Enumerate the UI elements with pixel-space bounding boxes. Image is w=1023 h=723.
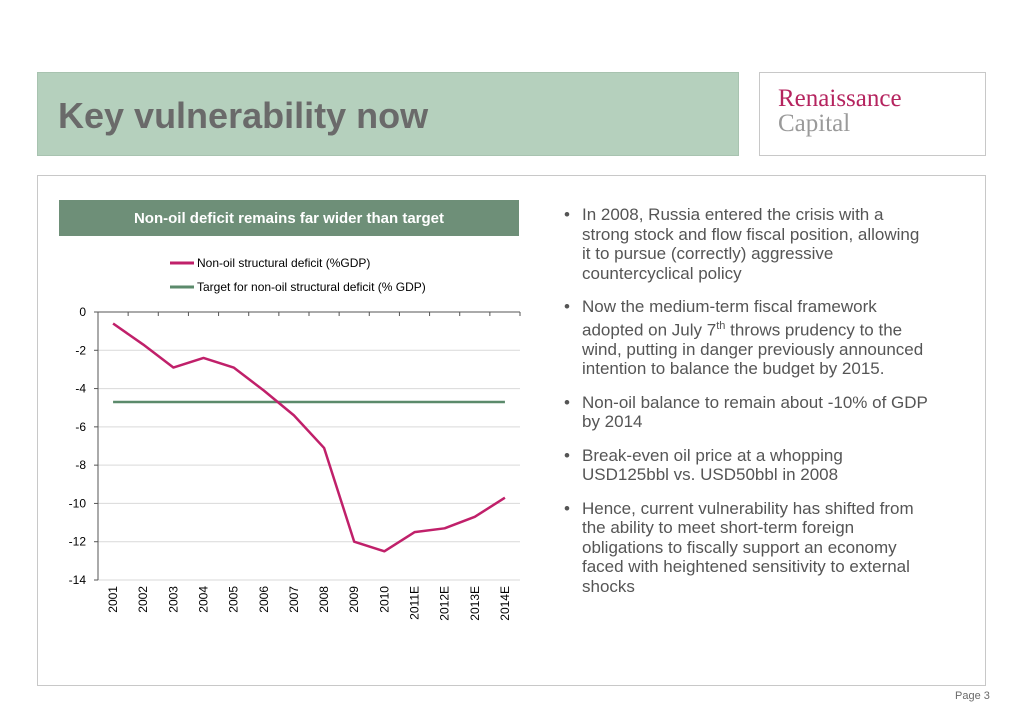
brand-logo: Renaissance Capital <box>759 72 986 156</box>
x-tick-label: 2005 <box>227 586 241 613</box>
x-tick-label: 2004 <box>197 586 211 613</box>
page-number: Page 3 <box>955 690 990 702</box>
y-tick-label: -6 <box>75 420 86 434</box>
y-tick-label: -4 <box>75 382 86 396</box>
bullet-item: • Hence, current vulnerability has shifte… <box>560 499 930 597</box>
logo-text-line2: Capital <box>778 110 851 137</box>
y-tick-label: -10 <box>69 496 87 510</box>
bullet-text: Break-even oil price at a whopping USD12… <box>582 445 843 485</box>
y-tick-label: -12 <box>69 535 87 549</box>
x-tick-label: 2011E <box>408 586 422 620</box>
x-tick-label: 2002 <box>136 586 150 613</box>
title-band: Key vulnerability now <box>37 72 739 156</box>
x-tick-label: 2001 <box>106 586 120 613</box>
bullet-item: • Break-even oil price at a whopping USD1… <box>560 446 930 485</box>
x-tick-label: 2010 <box>377 586 391 613</box>
y-tick-label: 0 <box>79 305 86 319</box>
bullet-item: • Now the medium-term fiscal framework ad… <box>560 297 930 379</box>
bullet-dot: • <box>564 392 570 412</box>
bullet-text: Hence, current vulnerability has shifted… <box>582 498 914 596</box>
x-tick-label: 2007 <box>287 586 301 613</box>
page-title: Key vulnerability now <box>58 95 429 136</box>
chart-title: Non-oil deficit remains far wider than t… <box>59 200 519 236</box>
x-tick-label: 2008 <box>317 586 331 613</box>
y-tick-label: -14 <box>69 573 87 587</box>
bullet-text: Non-oil balance to remain about -10% of … <box>582 392 928 432</box>
series-line-deficit <box>112 322 506 553</box>
x-tick-label: 2014E <box>498 586 512 621</box>
x-tick-label: 2013E <box>468 586 482 621</box>
bullet-dot: • <box>564 205 570 224</box>
x-tick-label: 2006 <box>257 586 271 613</box>
bullet-text: In 2008, Russia entered the crisis with … <box>582 205 920 283</box>
bullet-item: • In 2008, Russia entered the crisis with… <box>560 205 930 283</box>
bullet-list: • In 2008, Russia entered the crisis with… <box>560 205 930 610</box>
bullet-item: • Non-oil balance to remain about -10% of… <box>560 393 930 432</box>
y-tick-label: -8 <box>75 458 86 472</box>
logo-text-line1: Renaissance <box>778 85 902 112</box>
bullet-text: Now the medium-term fiscal framework ado… <box>582 297 877 340</box>
content-panel <box>37 175 986 686</box>
legend-label: Non-oil structural deficit (%GDP) <box>197 256 370 270</box>
bullet-dot: • <box>564 297 570 316</box>
bullet-text: throws prudency to the wind, putting in … <box>582 320 924 379</box>
x-tick-label: 2012E <box>438 586 452 621</box>
y-tick-label: -2 <box>75 343 86 357</box>
bullet-superscript: th <box>716 319 726 332</box>
x-tick-label: 2003 <box>166 586 180 613</box>
legend-label: Target for non-oil structural deficit (%… <box>197 280 426 294</box>
bullet-dot: • <box>564 498 570 518</box>
bullet-dot: • <box>564 445 570 465</box>
x-tick-label: 2009 <box>347 586 361 613</box>
